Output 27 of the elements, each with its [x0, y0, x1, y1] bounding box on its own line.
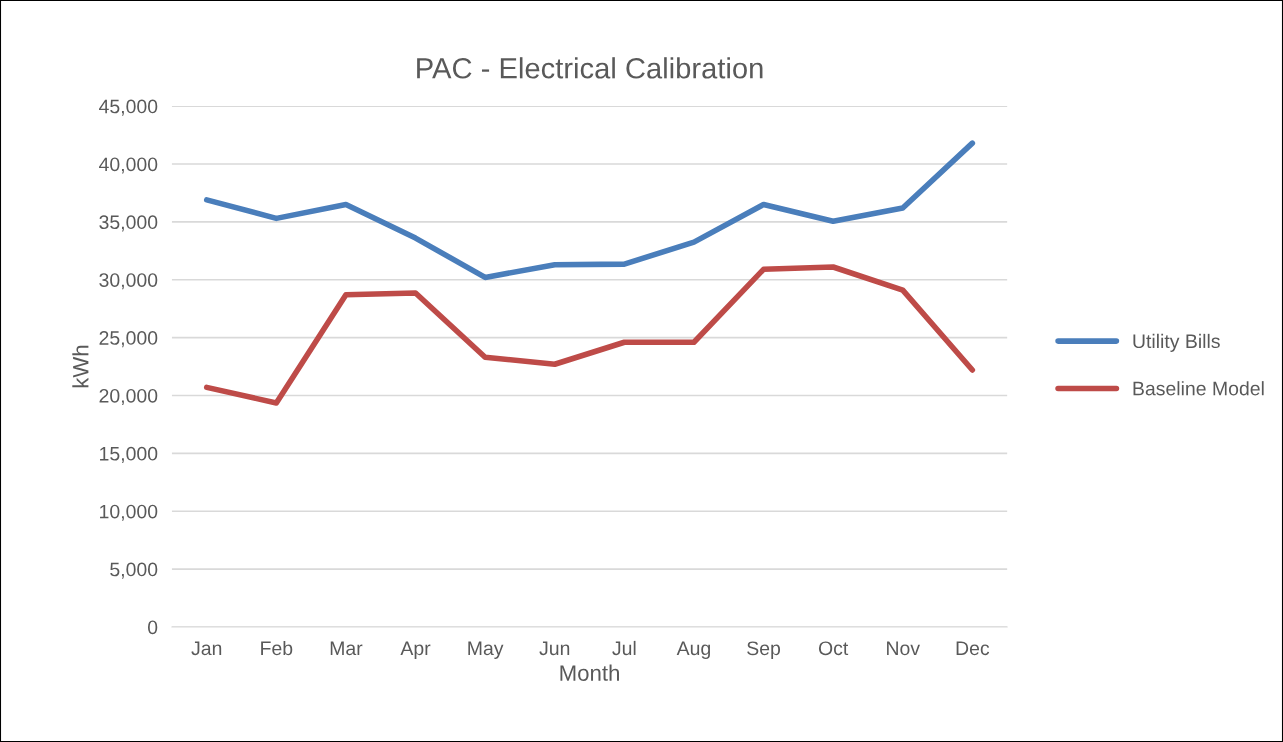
y-tick-label: 35,000 [99, 215, 158, 232]
legend-label: Baseline Model [1133, 381, 1264, 396]
x-tick-label: Jul [612, 640, 636, 656]
x-tick-label: Oct [818, 641, 849, 656]
x-tick-label: Nov [887, 641, 920, 656]
x-tick-label: Apr [400, 641, 431, 659]
x-tick-label: Jun [539, 641, 570, 656]
chart-title: PAC - Electrical Calibration [417, 57, 763, 79]
y-axis-title: kWh [72, 345, 89, 388]
x-axis-title: Month [560, 664, 619, 681]
x-tick-label: Sep [747, 641, 781, 659]
y-tick-label: 10,000 [100, 504, 158, 521]
x-tick-label: Jan [191, 641, 222, 656]
legend-label: Utility Bills [1133, 333, 1220, 352]
y-tick-label: 20,000 [99, 388, 158, 406]
y-tick-label: 5,000 [110, 562, 158, 579]
x-tick-label: Feb [261, 640, 293, 656]
x-tick-label: Aug [676, 641, 710, 659]
y-tick-label: 25,000 [99, 331, 158, 348]
y-tick-label: 30,000 [99, 273, 158, 290]
y-tick-label: 40,000 [99, 157, 158, 174]
x-tick-label: Mar [330, 641, 363, 656]
x-tick-label: May [468, 641, 504, 659]
y-tick-label: 45,000 [99, 99, 158, 116]
x-tick-label: Dec [956, 641, 990, 656]
y-tick-label: 0 [147, 620, 158, 635]
y-tick-label: 15,000 [100, 446, 158, 463]
